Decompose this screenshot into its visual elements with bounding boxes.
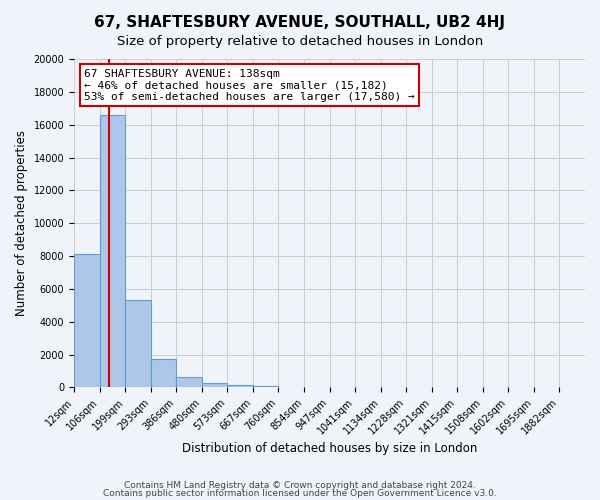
Text: 67 SHAFTESBURY AVENUE: 138sqm
← 46% of detached houses are smaller (15,182)
53% : 67 SHAFTESBURY AVENUE: 138sqm ← 46% of d… [84, 69, 415, 102]
Y-axis label: Number of detached properties: Number of detached properties [15, 130, 28, 316]
Bar [74, 254, 100, 388]
Bar [227, 385, 253, 388]
Bar [202, 382, 227, 388]
Text: Contains HM Land Registry data © Crown copyright and database right 2024.: Contains HM Land Registry data © Crown c… [124, 481, 476, 490]
Bar [151, 358, 176, 388]
X-axis label: Distribution of detached houses by size in London: Distribution of detached houses by size … [182, 442, 477, 455]
Bar [125, 300, 151, 388]
Text: 67, SHAFTESBURY AVENUE, SOUTHALL, UB2 4HJ: 67, SHAFTESBURY AVENUE, SOUTHALL, UB2 4H… [95, 15, 505, 30]
Bar [253, 386, 278, 388]
Text: Size of property relative to detached houses in London: Size of property relative to detached ho… [117, 35, 483, 48]
Text: Contains public sector information licensed under the Open Government Licence v3: Contains public sector information licen… [103, 488, 497, 498]
Bar [100, 115, 125, 388]
Bar [176, 377, 202, 388]
